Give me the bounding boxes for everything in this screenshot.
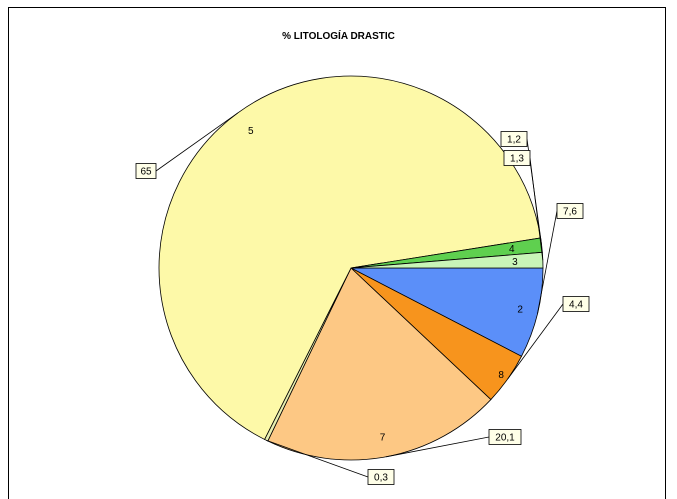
category-label: 5: [248, 126, 254, 137]
value-label: 4,4: [569, 300, 583, 311]
category-label: 8: [498, 370, 504, 381]
leader-line: [266, 439, 369, 478]
value-label: 1,3: [510, 154, 524, 165]
category-label: 4: [509, 244, 515, 255]
value-label-box: [500, 131, 528, 147]
value-label-box: [556, 203, 584, 219]
value-label: 7,6: [563, 207, 577, 218]
value-label-box: [367, 469, 395, 485]
value-label: 20,1: [495, 433, 515, 444]
category-label: 7: [380, 433, 386, 444]
value-label: 1,2: [507, 135, 521, 146]
leader-line: [155, 112, 239, 172]
leader-line: [537, 210, 558, 314]
leader-line: [507, 303, 564, 380]
value-label: 0,3: [374, 473, 388, 484]
leader-line: [386, 436, 490, 458]
value-label-box: [562, 296, 590, 312]
category-label: 2: [517, 305, 523, 316]
value-label-box: [488, 429, 522, 445]
value-label-box: [503, 150, 531, 166]
chart-title: % LITOLOGÍA DRASTIC: [282, 31, 395, 42]
category-label: 3: [512, 257, 518, 268]
value-label: 65: [140, 167, 152, 178]
value-label-box: [135, 163, 157, 179]
leader-line: [529, 157, 544, 261]
